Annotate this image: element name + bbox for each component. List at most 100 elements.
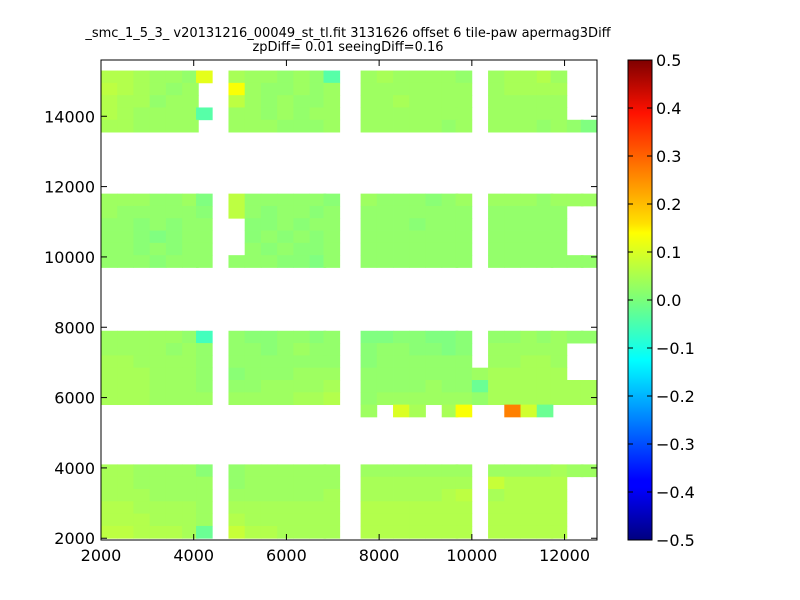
heatmap-cell: [293, 489, 310, 502]
heatmap-cell: [277, 193, 294, 207]
heatmap-cell: [409, 501, 426, 515]
heatmap-cell: [165, 330, 183, 344]
heatmap-cell: [550, 367, 568, 381]
heatmap-cell: [165, 205, 183, 219]
heatmap-cell: [133, 392, 151, 406]
heatmap-cell: [117, 255, 134, 268]
heatmap-cell: [441, 404, 459, 418]
heatmap-cell: [101, 380, 118, 393]
heatmap-cell: [101, 242, 118, 256]
heatmap-cell: [101, 107, 118, 121]
heatmap-cell: [488, 82, 505, 96]
heatmap-cell: [360, 255, 378, 268]
heatmap-cell: [376, 343, 394, 356]
heatmap-cell: [165, 380, 183, 393]
heatmap-cell: [441, 242, 459, 256]
heatmap-cell: [376, 95, 394, 108]
heatmap-cell: [504, 367, 521, 381]
heatmap-cell: [360, 230, 378, 244]
heatmap-cell: [323, 205, 341, 219]
heatmap-cell: [376, 205, 394, 219]
heatmap-cell: [376, 230, 394, 244]
heatmap-cell: [455, 230, 473, 244]
heatmap-cell: [409, 70, 426, 84]
heatmap-cell: [504, 193, 521, 207]
heatmap-cell: [149, 95, 167, 108]
heatmap-cell: [196, 242, 213, 256]
heatmap-cell: [550, 464, 568, 478]
heatmap-cell: [536, 119, 554, 133]
heatmap-cell: [393, 95, 410, 108]
heatmap-cell: [455, 501, 473, 515]
heatmap-cell: [520, 501, 538, 515]
heatmap-cell: [277, 70, 294, 84]
heatmap-cell: [149, 489, 167, 502]
heatmap-cell: [393, 464, 410, 478]
heatmap-cell: [149, 476, 167, 490]
heatmap-cell: [455, 205, 473, 219]
heatmap-cell: [409, 392, 426, 406]
heatmap-cell: [182, 501, 199, 515]
heatmap-cell: [228, 476, 246, 490]
heatmap-cell: [488, 119, 505, 133]
heatmap-cell: [393, 513, 410, 527]
heatmap-cell: [323, 70, 341, 84]
heatmap-cell: [441, 489, 459, 502]
heatmap-cell: [376, 489, 394, 502]
heatmap-cell: [228, 501, 246, 515]
heatmap-cell: [360, 119, 378, 133]
heatmap-cell: [488, 330, 505, 344]
heatmap-cell: [101, 205, 118, 219]
heatmap-cell: [360, 392, 378, 406]
heatmap-cell: [182, 343, 199, 356]
heatmap-cell: [309, 501, 327, 515]
heatmap-cell: [393, 107, 410, 121]
heatmap-cell: [376, 70, 394, 84]
heatmap-cell: [277, 230, 294, 244]
heatmap-cell: [520, 255, 538, 268]
heatmap-cell: [182, 82, 199, 96]
heatmap-cell: [393, 367, 410, 381]
heatmap-cell: [455, 255, 473, 268]
heatmap-cell: [471, 367, 489, 381]
heatmap-cell: [196, 513, 213, 527]
heatmap-cell: [293, 205, 310, 219]
heatmap-cell: [409, 355, 426, 369]
heatmap-cell: [101, 230, 118, 244]
heatmap-cell: [165, 218, 183, 231]
heatmap-cell: [323, 230, 341, 244]
heatmap-cell: [149, 343, 167, 356]
heatmap-cell: [376, 501, 394, 515]
heatmap-cell: [504, 513, 521, 527]
heatmap-cell: [455, 392, 473, 406]
heatmap-cell: [149, 513, 167, 527]
heatmap-cell: [520, 355, 538, 369]
heatmap-cell: [376, 392, 394, 406]
heatmap-cell: [455, 476, 473, 490]
heatmap-cell: [409, 230, 426, 244]
heatmap-cell: [323, 107, 341, 121]
heatmap-cell: [409, 107, 426, 121]
heatmap-cell: [393, 255, 410, 268]
heatmap-cell: [441, 476, 459, 490]
heatmap-cell: [504, 330, 521, 344]
heatmap-cell: [360, 330, 378, 344]
heatmap-cell: [409, 119, 426, 133]
heatmap-cell: [504, 230, 521, 244]
colorbar-tick-label: −0.4: [656, 483, 695, 502]
heatmap-cell: [441, 513, 459, 527]
heatmap-cell: [165, 119, 183, 133]
heatmap-cell: [323, 255, 341, 268]
heatmap-cell: [133, 119, 151, 133]
heatmap-cell: [441, 380, 459, 393]
heatmap-cell: [536, 330, 554, 344]
heatmap-cell: [244, 119, 262, 133]
heatmap-cell: [244, 193, 262, 207]
heatmap-cell: [566, 255, 584, 268]
y-tick-label: 6000: [54, 389, 95, 408]
heatmap-cell: [133, 193, 151, 207]
heatmap-cell: [323, 392, 341, 406]
heatmap-cell: [455, 70, 473, 84]
heatmap-cell: [260, 70, 278, 84]
